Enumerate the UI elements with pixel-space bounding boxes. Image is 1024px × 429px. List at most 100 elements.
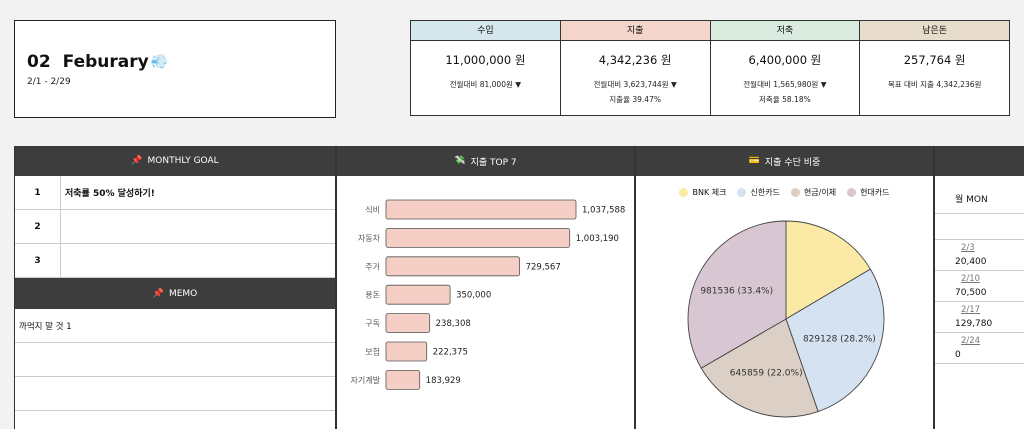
goal-row[interactable]: 1 저축률 50% 달성하기! [15,176,335,210]
calendar-amount: 0 [935,348,1024,364]
legend-swatch [679,188,689,197]
bar-category-label: 구독 [365,319,380,328]
month-title-card: 02 Feburary 💨 2/1 - 2/29 [14,20,336,118]
bar-category-label: 용돈 [365,291,380,300]
pie-slice [785,268,885,413]
legend-swatch [847,188,857,197]
bar-value-label: 350,000 [456,291,491,301]
bar-value-label: 729,567 [526,262,561,272]
top7-bar-chart: 식비 1,037,588 자동차 1,003,190 주거 729,567 용돈 350,00… [351,199,625,390]
bar [385,369,421,390]
bar-value-label: 1,037,588 [582,206,625,216]
payment-header: 💳 지출 수단 비중 [636,146,933,176]
calendar-date-link[interactable]: 2/10 [961,274,981,284]
summary-amount: 11,000,000 원 [445,53,526,67]
pie-slice [687,220,787,369]
summary-note: 목표 대비 지출 4,342,236원 [887,80,982,89]
memo-header-label: MEMO [168,288,198,299]
legend-swatch [737,188,747,197]
summary-remaining: 남은돈 257,764 원 목표 대비 지출 4,342,236원 [860,21,1009,115]
pie-slice [700,318,819,418]
goal-number: 2 [15,210,61,243]
summary-header: 남은돈 [860,21,1009,41]
summary-income: 수입 11,000,000 원 전월대비 81,000원 ▼ [411,21,561,115]
goal-text[interactable] [61,210,335,243]
summary-table: 수입 11,000,000 원 전월대비 81,000원 ▼ 지출 4,342,… [410,20,1010,116]
summary-note: 전월대비 81,000원 ▼ [449,80,522,89]
weekday-monday: 월 MON [935,176,1024,214]
summary-amount: 257,764 원 [903,53,966,67]
wind-icon: 💨 [150,54,169,70]
legend-item: 현금/이체 [790,187,837,198]
bar-value-label: 222,375 [433,348,468,358]
calendar-date-link[interactable]: 2/17 [961,305,981,315]
bar [385,199,577,220]
legend-label: 현대카드 [860,188,890,197]
payment-pie-chart: 829128 (28.2%) 645859 (22.0%) 981536 (33.4… [687,220,885,418]
summary-header: 저축 [710,21,860,41]
goal-row[interactable]: 2 [15,210,335,244]
memo-row[interactable] [15,343,335,377]
summary-rate: 저축율 58.18% [759,95,811,104]
month-number: 02 [27,52,51,72]
bar-category-label: 자기계발 [351,375,381,385]
goal-number: 3 [15,244,61,277]
summary-amount: 6,400,000 원 [748,53,822,67]
calendar-header-bar [935,146,1024,176]
top7-header: 💸 지출 TOP 7 [337,146,634,176]
payment-panel: 💳 지출 수단 비중 BNK 체크 신한카드 현금/이체 현대카드 829128 (2… [635,146,934,429]
memo-row[interactable] [15,377,335,411]
summary-header: 지출 [560,21,710,41]
bar-value-label: 1,003,190 [576,234,619,244]
calendar-amount: 20,400 [935,255,1024,271]
summary-note: 전월대비 3,623,744원 ▼ [593,80,677,89]
memo-row[interactable]: 까먹지 말 것 1 [15,309,335,343]
bar [385,341,428,362]
pin-icon: 📌 [152,288,164,299]
summary-note: 전월대비 1,565,980원 ▼ [743,80,827,89]
bar-value-label: 238,308 [436,319,471,329]
pie-slice-label: 829128 (28.2%) [803,335,876,345]
pin-icon: 📌 [131,156,143,166]
goal-row[interactable]: 3 [15,244,335,278]
bar [385,313,431,334]
bar-category-label: 주거 [365,262,380,271]
bar-category-label: 보험 [365,348,380,357]
pie-slice-label: 981536 (33.4%) [700,287,773,297]
pie-legend: BNK 체크 신한카드 현금/이체 현대카드 [636,187,933,198]
bar [385,284,451,305]
goal-panel: 📌 MONTHLY GOAL 1 저축률 50% 달성하기! 2 3 📌 MEM… [14,146,336,429]
top7-panel: 💸 지출 TOP 7 식비 1,037,588 자동차 1,003,190 주거 729,… [336,146,635,429]
card-icon: 💳 [748,156,760,166]
pie-slice [785,220,871,320]
summary-rate: 지출율 39.47% [609,95,661,104]
calendar-amount: 70,500 [935,286,1024,302]
bar-category-label: 자동차 [358,234,381,243]
bar-category-label: 식비 [365,206,380,215]
goal-header-label: MONTHLY GOAL [147,156,219,166]
calendar-amount: 129,780 [935,317,1024,333]
legend-label: 현금/이체 [803,188,837,197]
summary-amount: 4,342,236 원 [598,53,672,67]
summary-saving: 저축 6,400,000 원 전월대비 1,565,980원 ▼ 저축율 58.… [710,21,861,115]
calendar-date-link[interactable]: 2/3 [961,243,975,253]
goal-number: 1 [15,176,61,209]
legend-swatch [790,188,800,197]
money-icon: 💸 [454,156,466,166]
goal-text[interactable] [61,244,335,277]
legend-label: 신한카드 [750,188,780,197]
memo-header: 📌 MEMO [15,278,335,309]
calendar-cell[interactable] [935,214,1024,240]
legend-label: BNK 체크 [692,188,727,197]
bar-value-label: 183,929 [426,376,461,386]
calendar-date-link[interactable]: 2/24 [961,336,981,346]
bar [385,228,571,248]
legend-item: 현대카드 [847,187,890,198]
legend-item: 신한카드 [737,187,780,198]
pie-slice-label: 645859 (22.0%) [730,368,803,378]
month-name: Feburary [62,52,149,72]
weekly-calendar-panel: 월 MON 2/3 20,400 2/10 70,500 2/17 129,78… [934,146,1024,429]
bar [385,256,520,277]
top7-header-label: 지출 TOP 7 [470,157,517,168]
goal-text[interactable]: 저축률 50% 달성하기! [65,189,155,199]
